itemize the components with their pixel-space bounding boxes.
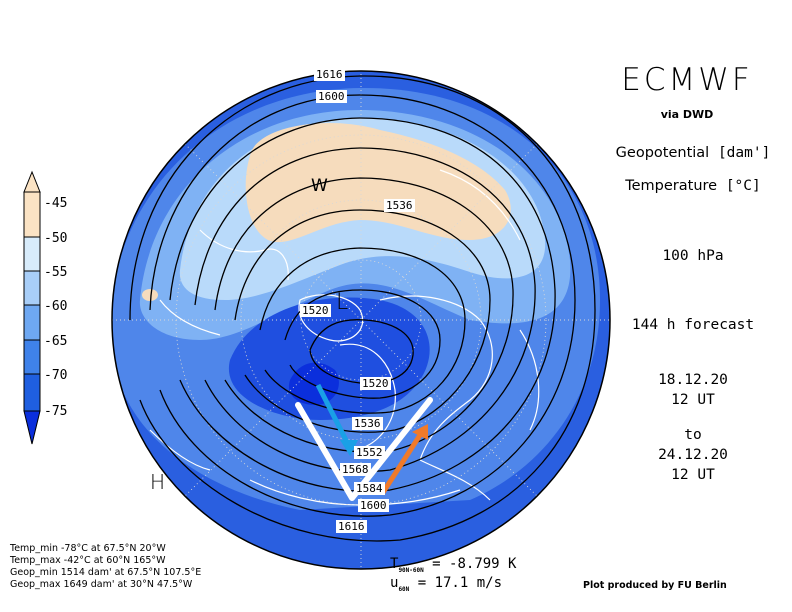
variable-temperature-label: Temperature xyxy=(625,178,718,194)
contour-label: 1616 xyxy=(336,520,367,533)
variable-temperature: Temperature [°C] xyxy=(598,178,788,194)
brand-via: via DWD xyxy=(660,108,714,121)
contour-label: 1616 xyxy=(314,68,345,81)
colorbar-tick: -60 xyxy=(44,299,68,314)
map-border xyxy=(111,70,611,570)
colorbar-tick: -50 xyxy=(44,231,68,246)
trough-marker xyxy=(295,397,433,501)
stat-geop-min: Geop_min 1514 dam' at 67.5°N 107.5°E xyxy=(10,567,202,578)
diag-wind: u60N = 17.1 m/s xyxy=(390,575,502,593)
colorbar-bottom-triangle xyxy=(23,410,41,445)
colorbar xyxy=(23,170,41,445)
contour-label: 1520 xyxy=(300,304,331,317)
diag-u-value: = 17.1 m/s xyxy=(417,575,503,591)
diag-temperature: T90N-60N = -8.799 K xyxy=(390,556,516,574)
colorbar-tick: -55 xyxy=(44,265,68,280)
temp-band-warm xyxy=(245,122,511,243)
contour-label: 1536 xyxy=(352,417,383,430)
contour-label: 1536 xyxy=(384,199,415,212)
variable-geopotential: Geopotential [dam'] xyxy=(598,145,788,161)
contour-label: 1584 xyxy=(354,482,385,495)
diag-t-value: = -8.799 K xyxy=(432,556,517,572)
warm-marker: W xyxy=(311,176,328,196)
diag-u-sub: 60N xyxy=(398,585,410,593)
forecast-range: 144 h forecast xyxy=(631,317,755,333)
start-time: 12 UT xyxy=(671,392,715,408)
credit-text: Plot produced by FU Berlin xyxy=(583,580,727,591)
contour-label: 1552 xyxy=(354,446,385,459)
contour-label: 1520 xyxy=(360,377,391,390)
diag-u-symbol: u xyxy=(390,575,399,591)
low-marker: L xyxy=(336,290,349,315)
contour-label: 1600 xyxy=(358,499,389,512)
to-label: to xyxy=(684,427,702,443)
pressure-level: 100 hPa xyxy=(662,248,724,264)
warm-flow-arrow xyxy=(379,430,425,496)
geopotential-contours xyxy=(129,75,596,542)
cold-flow-arrow xyxy=(315,383,353,450)
stat-geop-max: Geop_max 1649 dam' at 30°N 47.5°W xyxy=(10,579,193,590)
variable-temperature-unit: [°C] xyxy=(725,178,761,194)
brand-title: ECMWF xyxy=(621,62,753,98)
variable-geopotential-label: Geopotential xyxy=(615,145,710,161)
warm-flow-arrowhead xyxy=(412,424,428,440)
colorbar-tick: -75 xyxy=(44,404,68,419)
colorbar-tick: -70 xyxy=(44,368,68,383)
colorbar-tick: -65 xyxy=(44,334,68,349)
coastlines xyxy=(149,169,540,506)
colorbar-tick: -45 xyxy=(44,196,68,211)
diag-t-sub: 90N-60N xyxy=(398,566,424,574)
start-date: 18.12.20 xyxy=(658,372,728,388)
warm-blob xyxy=(142,289,158,301)
end-time: 12 UT xyxy=(671,467,715,483)
stat-temp-max: Temp_max -42°C at 60°N 165°W xyxy=(10,555,166,566)
variable-geopotential-unit: [dam'] xyxy=(717,145,771,161)
colorbar-top-triangle xyxy=(23,170,41,193)
stat-temp-min: Temp_min -78°C at 67.5°N 20°W xyxy=(10,543,166,554)
contour-label: 1568 xyxy=(340,463,371,476)
contour-label: 1600 xyxy=(316,90,347,103)
cold-flow-arrowhead xyxy=(340,440,358,456)
high-marker: H xyxy=(150,470,166,494)
end-date: 24.12.20 xyxy=(658,447,728,463)
diag-t-symbol: T xyxy=(390,556,399,572)
